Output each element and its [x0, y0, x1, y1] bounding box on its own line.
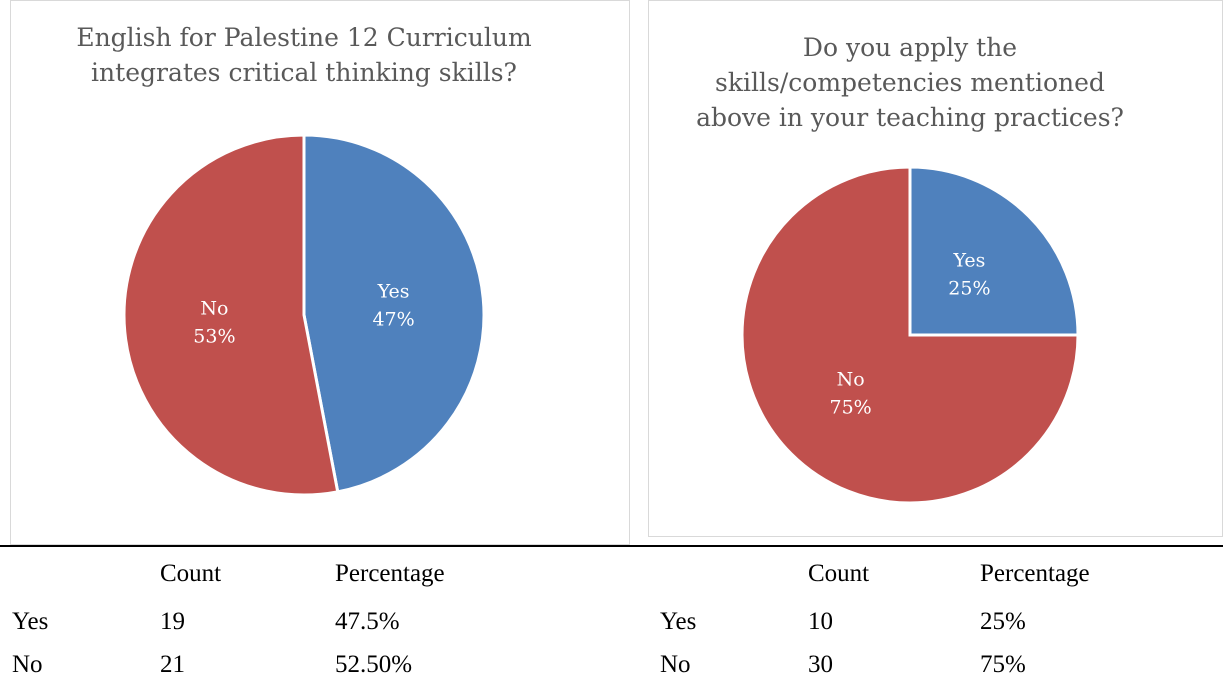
pie-slice [302, 133, 486, 494]
table-cell: Yes [660, 608, 697, 635]
slice-label: 25% [948, 278, 990, 300]
table-cell: Percentage [335, 560, 445, 587]
table-rule [0, 545, 1223, 547]
table-cell: Yes [12, 608, 49, 635]
pie-slice [740, 165, 1080, 505]
table-cell: No [660, 651, 691, 678]
pie-slice [908, 165, 1080, 337]
slice-category: No [837, 368, 865, 390]
slice-category: No [200, 297, 228, 319]
table-cell: Percentage [980, 560, 1090, 587]
table-cell: No [12, 651, 43, 678]
slice-category: Yes [377, 281, 410, 303]
table-cell: 25% [980, 608, 1026, 635]
chart-title: English for Palestine 12 Curriculum inte… [76, 23, 532, 87]
chart-frame [10, 0, 630, 545]
slice-label: 75% [829, 396, 871, 418]
table-cell: 10 [808, 608, 833, 635]
chart-title: Do you apply the skills/competencies men… [696, 33, 1124, 132]
table-cell: 21 [160, 651, 185, 678]
slice-category: Yes [952, 250, 985, 272]
pie-slice [122, 133, 340, 497]
charts: Yes 47% No 53% Yes 25% No 75% [122, 133, 1080, 505]
table-cell: 19 [160, 608, 185, 635]
slice-label: 47% [372, 309, 414, 331]
table-cell: 52.50% [335, 651, 413, 678]
table-cell: Count [808, 560, 870, 587]
slice-label: 53% [193, 325, 235, 347]
table-cell: 30 [808, 651, 833, 678]
table-cell: 47.5% [335, 608, 400, 635]
table-cell: Count [160, 560, 222, 587]
table-cell: 75% [980, 651, 1026, 678]
